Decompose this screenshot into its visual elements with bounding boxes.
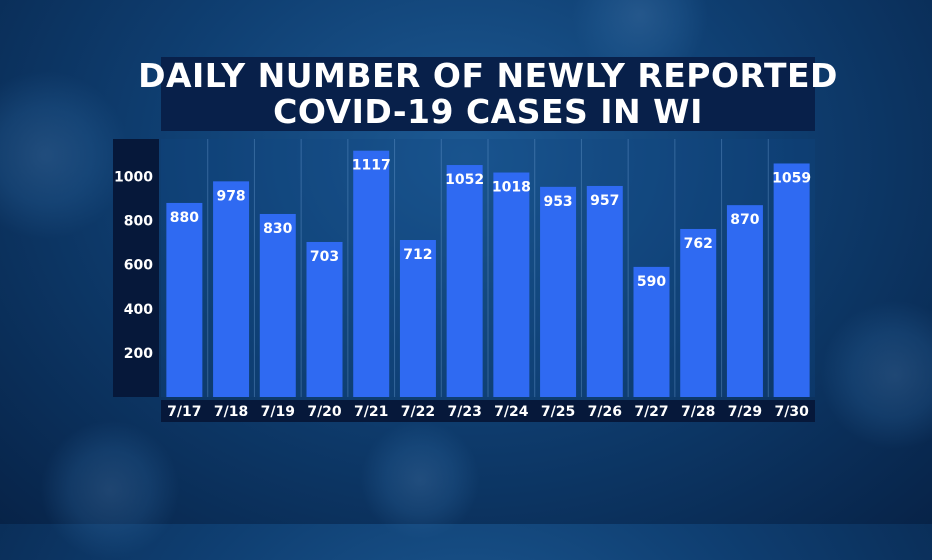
- bar: [259, 213, 296, 397]
- bar: [353, 150, 390, 397]
- x-tick-label: 7/26: [588, 404, 622, 420]
- x-tick-label: 7/25: [541, 404, 575, 420]
- y-axis-panel: [113, 139, 159, 397]
- bar-value-label: 953: [543, 194, 572, 210]
- x-tick-label: 7/17: [167, 404, 201, 420]
- bar-value-label: 1117: [352, 158, 391, 174]
- x-tick-label: 7/23: [447, 404, 481, 420]
- bar: [446, 165, 483, 397]
- bar: [166, 202, 203, 397]
- bar-value-label: 957: [590, 193, 619, 209]
- y-tick-label: 800: [124, 214, 153, 230]
- x-tick-label: 7/22: [401, 404, 435, 420]
- bar: [213, 181, 250, 397]
- x-tick-label: 7/18: [214, 404, 248, 420]
- chart-title: DAILY NUMBER OF NEWLY REPORTED COVID-19 …: [138, 57, 837, 131]
- bar-value-label: 712: [403, 247, 432, 263]
- bar: [540, 186, 577, 397]
- bar-value-label: 762: [684, 236, 713, 252]
- x-tick-label: 7/28: [681, 404, 715, 420]
- bar-value-label: 1052: [445, 172, 484, 188]
- bar: [633, 266, 670, 397]
- x-tick-label: 7/19: [261, 404, 295, 420]
- bar: [773, 163, 810, 397]
- bar-value-label: 830: [263, 221, 292, 237]
- background-virus-decoration: [0, 70, 130, 240]
- x-tick-label: 7/29: [728, 404, 762, 420]
- y-tick-label: 1000: [114, 169, 153, 185]
- x-tick-label: 7/30: [774, 404, 809, 420]
- bar-value-label: 870: [730, 212, 759, 228]
- bar-value-label: 978: [216, 188, 245, 204]
- bar-value-label: 590: [637, 274, 666, 290]
- bar: [726, 205, 763, 397]
- y-tick-label: 600: [124, 258, 153, 274]
- bar: [493, 172, 530, 397]
- bar-value-label: 1059: [772, 170, 811, 186]
- x-axis-panel: [161, 400, 815, 422]
- chart-title-line-2: COVID-19 CASES IN WI: [273, 92, 703, 131]
- bar-value-label: 703: [310, 249, 339, 265]
- y-tick-label: 200: [124, 346, 153, 362]
- bar: [586, 185, 623, 397]
- bar-value-label: 1018: [492, 180, 531, 196]
- x-tick-label: 7/21: [354, 404, 388, 420]
- bar-chart: 200 400 600 800 1000 880 7/17 978 7/18 830 7/19 703…: [114, 139, 811, 420]
- bar: [306, 241, 343, 397]
- x-tick-label: 7/24: [494, 404, 529, 420]
- bar: [680, 228, 717, 397]
- chart-title-line-1: DAILY NUMBER OF NEWLY REPORTED: [138, 56, 838, 95]
- bar-value-label: 880: [170, 210, 199, 226]
- y-tick-label: 400: [124, 302, 153, 318]
- x-tick-label: 7/20: [307, 404, 342, 420]
- bar: [399, 239, 436, 397]
- background-virus-decoration: [360, 420, 480, 540]
- x-tick-label: 7/27: [634, 404, 668, 420]
- background-virus-decoration: [820, 300, 932, 450]
